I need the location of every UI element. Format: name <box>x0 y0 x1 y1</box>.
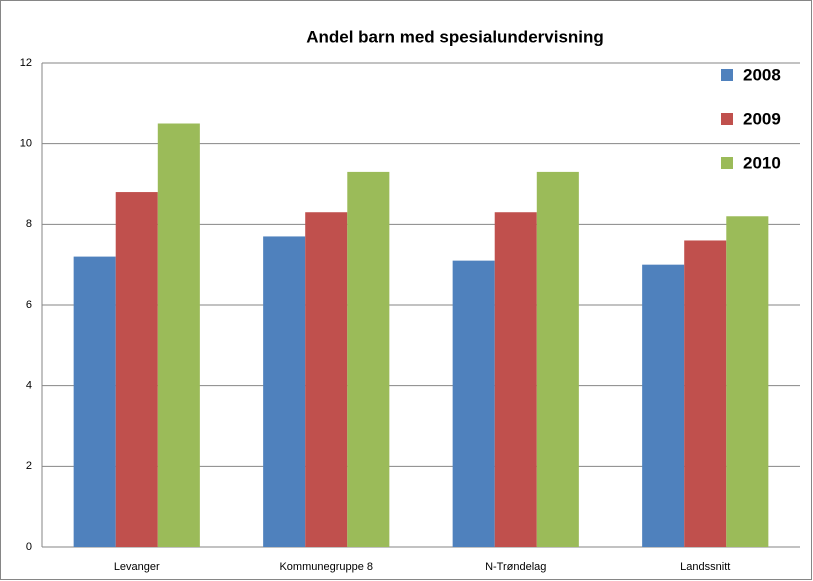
y-tick-label: 12 <box>20 57 32 69</box>
x-tick-label: Levanger <box>114 561 160 573</box>
legend-label: 2010 <box>743 153 781 172</box>
legend-label: 2009 <box>743 109 781 128</box>
legend-swatch <box>721 113 733 125</box>
y-tick-label: 6 <box>26 299 32 311</box>
bar <box>536 171 579 547</box>
y-tick-label: 2 <box>26 460 32 472</box>
x-tick-label: Kommunegruppe 8 <box>279 561 373 573</box>
legend-swatch <box>721 157 733 169</box>
bar <box>684 240 727 547</box>
legend-label: 2008 <box>743 65 781 84</box>
bar <box>263 236 306 547</box>
bar <box>642 264 685 547</box>
y-tick-label: 4 <box>26 380 32 392</box>
bar <box>157 123 200 547</box>
bar <box>494 212 537 547</box>
bar <box>726 216 769 547</box>
y-tick-label: 10 <box>20 138 32 150</box>
x-tick-label: Landssnitt <box>680 561 730 573</box>
x-tick-label: N-Trøndelag <box>485 561 546 573</box>
bar <box>73 256 116 547</box>
bar <box>452 260 495 547</box>
legend-swatch <box>721 69 733 81</box>
y-tick-label: 0 <box>26 541 32 553</box>
bar <box>115 192 158 548</box>
y-tick-label: 8 <box>26 218 32 230</box>
bar <box>347 171 390 547</box>
chart-title: Andel barn med spesialundervisning <box>306 27 604 46</box>
bar <box>305 212 348 547</box>
